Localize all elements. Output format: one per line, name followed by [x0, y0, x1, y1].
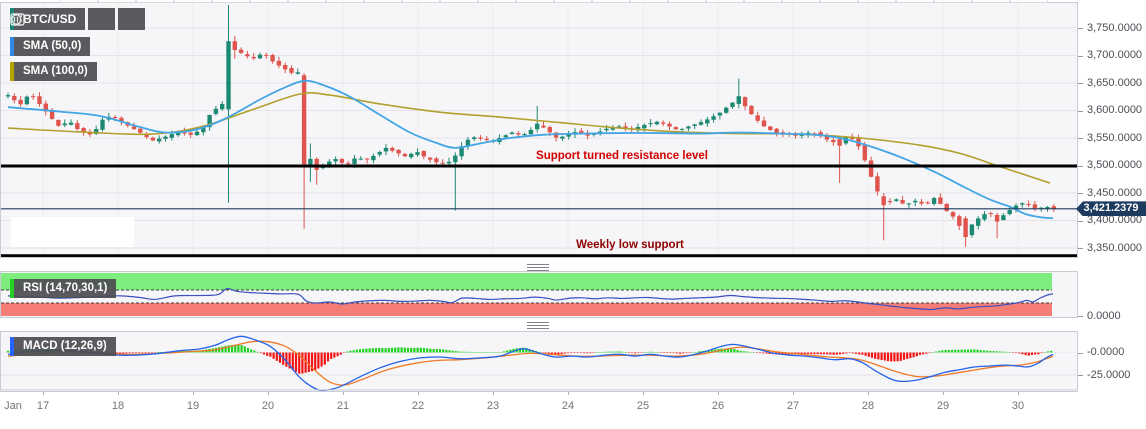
symbol-toolbar: BTC/USD: [10, 8, 146, 30]
macd-axis-label-tick: [1078, 352, 1083, 354]
time-tick: [793, 392, 794, 395]
rsi-label: RSI (14,70,30,1): [14, 279, 117, 298]
time-tick: [418, 392, 419, 395]
time-tick-label: Jan: [4, 400, 22, 412]
chart-style-icon: [10, 12, 25, 26]
time-tick: [943, 392, 944, 395]
rsi-accent-bar: [10, 279, 14, 298]
symbol-badge[interactable]: BTC/USD: [10, 8, 86, 30]
time-tick: [1018, 392, 1019, 395]
time-tick: [868, 392, 869, 395]
price-tick-label: 3,400.0000: [1087, 214, 1143, 226]
candles: [5, 4, 1056, 247]
refresh-icon: [11, 13, 22, 25]
horizontal-gridlines: [0, 27, 1078, 249]
rsi-panel-canvas[interactable]: [0, 271, 1078, 318]
sma50-label: SMA (50,0): [14, 37, 91, 56]
price-tick-label-tick: [1078, 83, 1083, 84]
time-tick-label: 18: [111, 400, 125, 412]
time-tick: [568, 392, 569, 395]
time-tick-label: 29: [936, 400, 950, 412]
price-tick-label: 3,450.0000: [1087, 186, 1143, 199]
annotation-weekly-low: Weekly low support: [576, 238, 684, 251]
chart-style-button[interactable]: [10, 8, 146, 30]
legend-rsi[interactable]: RSI (14,70,30,1): [10, 279, 117, 298]
macd-signal-line: [7, 340, 1054, 386]
time-tick: [643, 392, 644, 395]
price-tick-label-tick: [1078, 248, 1083, 249]
browser-tab-remnants: [60, 0, 1048, 3]
time-tick: [118, 392, 119, 395]
time-tick: [493, 392, 494, 395]
time-tick-label: 24: [561, 400, 575, 412]
price-tick-label-tick: [1078, 193, 1083, 194]
refresh-button[interactable]: [11, 8, 116, 30]
time-tick-label: 30: [1011, 400, 1025, 412]
legend-sma50[interactable]: SMA (50,0): [10, 37, 91, 56]
price-tick-label: 3,350.0000: [1087, 241, 1143, 254]
price-tick-label: 3,550.0000: [1087, 131, 1143, 144]
price-tick-label-tick: [1078, 55, 1083, 57]
time-tick-label: 26: [711, 400, 725, 412]
legend-macd[interactable]: MACD (12,26,9): [10, 337, 116, 356]
time-tick-label: 17: [36, 400, 50, 412]
time-tick: [718, 392, 719, 395]
time-tick-label: 27: [786, 400, 800, 412]
legend-sma100[interactable]: SMA (100,0): [10, 62, 97, 81]
price-tick-label-tick: [1078, 165, 1083, 167]
time-tick-label: 23: [486, 400, 500, 412]
price-tick-label: 3,750.0000: [1087, 21, 1143, 34]
time-tick-label: 21: [336, 400, 350, 412]
macd-label: MACD (12,26,9): [14, 337, 116, 356]
time-tick: [43, 392, 44, 395]
rsi-line: [7, 288, 1054, 311]
price-tick-label: 3,650.0000: [1087, 76, 1143, 89]
price-tick-label: 3,500.0000: [1087, 159, 1143, 171]
macd-axis-label: -0.0000: [1087, 346, 1125, 358]
price-tick-label-tick: [1078, 220, 1083, 222]
rsi-axis-label: 0.0000: [1087, 309, 1121, 322]
sma100-accent-bar: [10, 62, 14, 81]
time-tick-label: 20: [261, 400, 275, 412]
sma100-label: SMA (100,0): [14, 62, 97, 81]
macd-panel-canvas[interactable]: [0, 331, 1078, 392]
price-tick-label-tick: [1078, 138, 1083, 139]
time-tick: [193, 392, 194, 395]
sma50-line: [7, 79, 1054, 220]
macd-axis-label: -25.0000: [1087, 368, 1131, 381]
rsi-oversold-band: [1, 303, 1052, 316]
sma50-accent-bar: [10, 37, 14, 56]
rsi-axis-label-tick: [1078, 316, 1083, 317]
last-price-badge: 3,421.2379: [1076, 201, 1146, 217]
price-tick-label-tick: [1078, 28, 1083, 29]
price-tick-label-tick: [1078, 110, 1083, 112]
price-chart-canvas[interactable]: [0, 0, 1078, 258]
time-tick: [343, 392, 344, 395]
last-price-value: 3,421.2379: [1083, 202, 1139, 215]
symbol-label: BTC/USD: [14, 8, 86, 30]
sma100-line: [7, 91, 1051, 184]
time-tick-label: 25: [636, 400, 650, 412]
vertical-gridlines: [42, 2, 1019, 257]
price-tick-label: 3,700.0000: [1087, 49, 1143, 61]
blank-overlay: [11, 217, 134, 247]
macd-line: [7, 335, 1054, 392]
macd-accent-bar: [10, 337, 14, 356]
price-tick-label: 3,600.0000: [1087, 104, 1143, 116]
panel-resize-handle-macd[interactable]: [527, 320, 549, 331]
annotation-resistance: Support turned resistance level: [536, 150, 708, 163]
time-tick: [268, 392, 269, 395]
time-tick-label: 19: [186, 400, 200, 412]
time-tick-label: 28: [861, 400, 875, 412]
macd-axis-label-tick: [1078, 375, 1083, 376]
rsi-overbought-band: [1, 273, 1052, 290]
time-tick-label: 22: [411, 400, 425, 412]
panel-resize-handle-rsi[interactable]: [527, 262, 549, 273]
time-axis[interactable]: Jan 17 18 19 20 21 22 23 24 25 26 27 28 29 30: [0, 391, 1078, 429]
